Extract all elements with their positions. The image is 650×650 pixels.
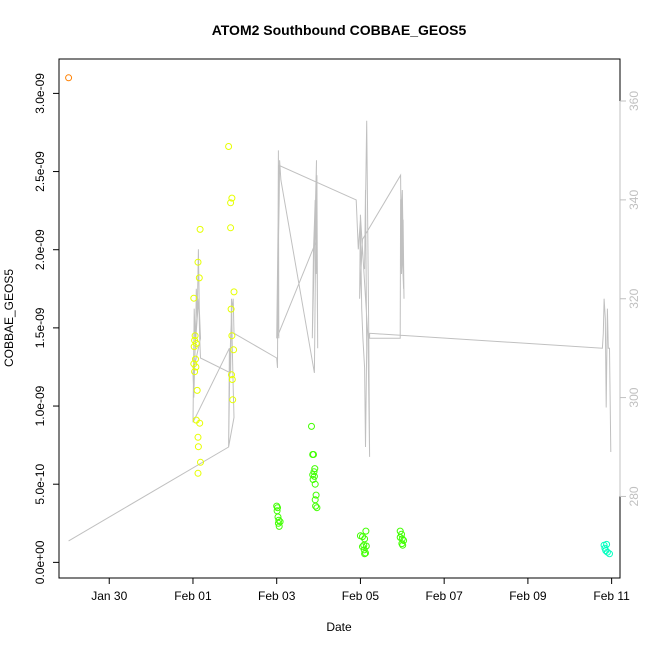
chart-title: ATOM2 Southbound COBBAE_GEOS5 xyxy=(212,22,467,38)
data-point xyxy=(308,422,315,430)
y-tick-label: 1.0e-09 xyxy=(33,385,47,426)
data-point xyxy=(313,504,321,512)
data-point xyxy=(190,294,198,302)
data-point xyxy=(194,258,202,266)
data-point xyxy=(360,546,368,554)
y-tick-label: 1.5e-09 xyxy=(33,307,47,348)
data-point xyxy=(228,194,236,202)
data-point xyxy=(359,533,366,541)
points-layer xyxy=(65,74,613,558)
data-point xyxy=(312,491,320,499)
data-point xyxy=(194,433,202,441)
y-tick-label: 0.0e+00 xyxy=(33,540,47,584)
data-point xyxy=(196,419,204,427)
data-point xyxy=(276,518,284,526)
data-point xyxy=(228,371,235,379)
data-point xyxy=(362,542,370,550)
right-y-axis: 280 300 320 340 360 xyxy=(619,91,641,506)
y-tick-label: 3.0e-09 xyxy=(33,73,47,114)
y-tick-label: 2.0e-09 xyxy=(33,229,47,270)
x-tick-label: Jan 30 xyxy=(91,589,127,603)
right-y-tick-label: 320 xyxy=(627,288,641,308)
data-point xyxy=(227,224,235,232)
data-point xyxy=(193,386,201,394)
data-point xyxy=(227,305,235,313)
series-line xyxy=(68,120,612,542)
right-axis-line-layer xyxy=(68,120,612,542)
data-point xyxy=(310,468,318,476)
data-point xyxy=(229,396,237,404)
data-point xyxy=(192,355,199,363)
right-y-tick-label: 340 xyxy=(627,190,641,210)
data-point xyxy=(274,519,282,527)
data-point xyxy=(230,288,238,296)
data-point xyxy=(191,332,199,340)
data-point xyxy=(362,527,370,535)
data-point xyxy=(606,550,613,558)
x-axis: Jan 30 Feb 01 Feb 03 Feb 05 Feb 07 Feb 09 Feb … xyxy=(91,577,630,603)
data-point xyxy=(196,225,204,233)
x-tick-label: Feb 01 xyxy=(174,589,212,603)
data-point xyxy=(230,346,238,354)
data-point xyxy=(192,363,200,371)
data-point xyxy=(398,530,405,538)
data-point xyxy=(65,74,73,82)
data-point xyxy=(197,458,204,466)
x-axis-label: Date xyxy=(326,620,352,634)
data-point xyxy=(194,443,202,451)
y-tick-label: 2.5e-09 xyxy=(33,151,47,192)
y-axis-label: COBBAE_GEOS5 xyxy=(2,269,16,367)
right-y-tick-label: 360 xyxy=(627,91,641,111)
y-axis: 0.0e+00 5.0e-10 1.0e-09 1.5e-09 2.0e-09 2.5e-… xyxy=(33,73,60,584)
x-tick-label: Feb 03 xyxy=(258,589,296,603)
right-y-tick-label: 280 xyxy=(627,486,641,506)
data-point xyxy=(362,549,369,557)
data-point xyxy=(227,199,235,207)
y-tick-label: 5.0e-10 xyxy=(33,464,47,505)
data-point xyxy=(228,376,236,383)
data-point xyxy=(399,541,407,549)
data-point xyxy=(225,143,233,150)
right-y-tick-label: 300 xyxy=(627,387,641,407)
data-point xyxy=(274,504,281,512)
data-point xyxy=(191,368,199,376)
data-point xyxy=(228,332,236,340)
data-point xyxy=(194,469,202,477)
data-point xyxy=(190,343,198,351)
data-point xyxy=(311,465,319,473)
data-point xyxy=(275,522,283,530)
data-point xyxy=(310,472,318,480)
data-point xyxy=(312,502,320,510)
data-point xyxy=(195,274,203,282)
x-tick-label: Feb 09 xyxy=(509,589,547,603)
data-point xyxy=(310,451,317,458)
data-point xyxy=(361,550,369,558)
data-point xyxy=(309,471,317,479)
x-tick-label: Feb 11 xyxy=(593,589,630,603)
x-tick-label: Feb 07 xyxy=(425,589,463,603)
data-point xyxy=(311,480,319,488)
x-tick-label: Feb 05 xyxy=(342,589,380,603)
data-point xyxy=(603,548,611,556)
